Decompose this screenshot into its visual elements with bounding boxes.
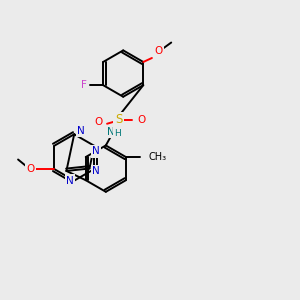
Text: N: N xyxy=(66,176,74,186)
Text: N: N xyxy=(107,127,115,137)
Text: O: O xyxy=(137,115,146,125)
Text: O: O xyxy=(94,117,102,127)
Text: N: N xyxy=(92,167,100,176)
Text: O: O xyxy=(154,46,163,56)
Text: O: O xyxy=(27,164,35,174)
Text: F: F xyxy=(81,80,87,90)
Text: S: S xyxy=(115,113,122,126)
Text: H: H xyxy=(115,129,121,138)
Text: CH₃: CH₃ xyxy=(148,152,166,162)
Text: N: N xyxy=(77,126,85,136)
Text: N: N xyxy=(92,146,100,156)
